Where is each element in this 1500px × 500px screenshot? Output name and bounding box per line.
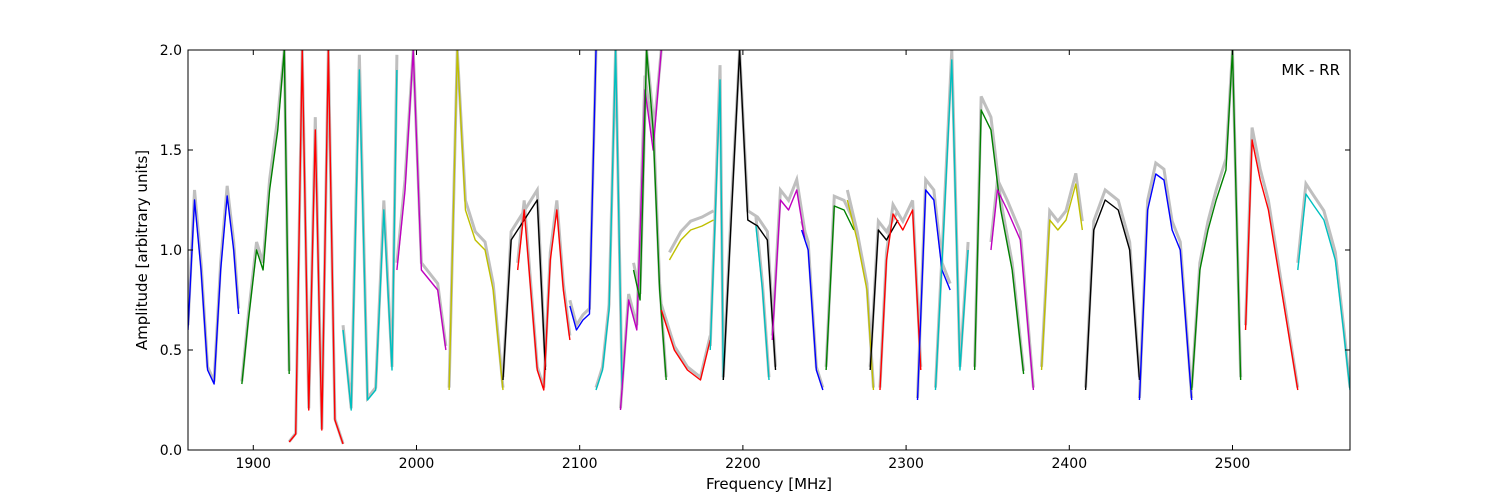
series-line-7: [502, 199, 547, 381]
series-line-25: [934, 59, 969, 391]
series-line-10: [595, 50, 623, 391]
series-envelope: [288, 50, 345, 445]
series-envelope: [1084, 187, 1141, 388]
series-line-12: [632, 50, 667, 381]
series-envelope: [659, 303, 712, 380]
series-line-27: [990, 189, 1035, 391]
series-envelope: [973, 95, 1026, 372]
y-axis-label: Amplitude [arbitrary units]: [133, 150, 151, 350]
series-envelope: [240, 50, 291, 382]
series-line-13: [660, 309, 711, 381]
series-line-2: [241, 50, 290, 385]
y-tick-label: 1.5: [160, 143, 182, 159]
series-line-26: [973, 109, 1025, 375]
y-tick-label: 2.0: [160, 43, 182, 59]
series-line-16: [722, 50, 777, 381]
x-axis-label: Frequency [MHz]: [706, 475, 832, 493]
series-line-11: [619, 50, 662, 411]
series-line-5: [396, 50, 447, 351]
series-line-18: [771, 189, 806, 341]
x-tick-label: 2000: [399, 456, 435, 472]
series-line-19: [800, 229, 824, 391]
series-line-21: [846, 199, 875, 391]
series-line-15: [709, 79, 725, 381]
series-line-8: [516, 209, 571, 391]
series-line-24: [916, 189, 951, 401]
chart-annotation: MK - RR: [1281, 61, 1340, 79]
x-tick-label: 2300: [888, 456, 924, 472]
series-line-4: [342, 69, 398, 411]
series-line-1: [188, 195, 240, 385]
series-envelope: [668, 209, 715, 254]
series-line-28: [1040, 183, 1084, 371]
x-tick-label: 2100: [562, 456, 598, 472]
series-envelope: [1137, 160, 1194, 399]
series-line-14: [668, 219, 714, 261]
series-envelope: [1296, 179, 1350, 388]
series-envelope: [447, 50, 505, 388]
series-line-32: [1244, 139, 1299, 391]
series-envelope: [341, 54, 399, 409]
x-tick-label: 2500: [1215, 456, 1251, 472]
series-line-17: [755, 225, 770, 381]
series-line-23: [879, 209, 922, 391]
series-line-20: [825, 205, 855, 371]
x-tick-label: 2200: [725, 456, 761, 472]
y-tick-label: 0.0: [160, 443, 182, 459]
series-line-29: [1084, 199, 1141, 391]
series-line-6: [448, 50, 504, 391]
x-tick-label: 1900: [235, 456, 271, 472]
y-tick-label: 1.0: [160, 243, 182, 259]
ticks-layer: 1900 2000 2100 2200 2300 2400 2500 0.0 0.5 1.0 1.5…: [160, 43, 1350, 472]
series-line-30: [1138, 173, 1193, 401]
series-envelope: [1190, 50, 1243, 388]
series-layer: [188, 50, 1350, 445]
series-line-31: [1190, 50, 1242, 391]
x-tick-label: 2400: [1051, 456, 1087, 472]
series-envelope: [632, 50, 668, 378]
y-tick-label: 0.5: [160, 343, 182, 359]
series-line-33: [1297, 193, 1350, 391]
series-line-3: [288, 50, 344, 445]
series-envelope: [933, 50, 970, 388]
series-line-9: [569, 50, 597, 331]
series-envelope: [878, 199, 923, 388]
series-envelope: [989, 174, 1035, 388]
series-line-22: [869, 219, 899, 371]
series-envelope: [1244, 127, 1300, 388]
